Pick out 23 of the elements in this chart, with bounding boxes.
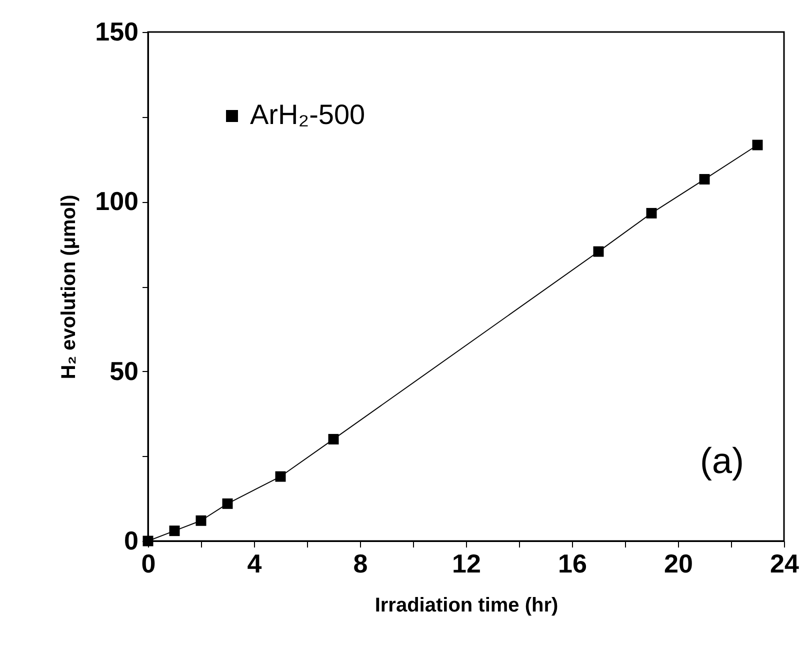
y-tick-label: 50	[110, 356, 138, 386]
point	[169, 526, 180, 536]
annotation: (a)	[700, 440, 744, 481]
x-tick-label: 12	[452, 548, 481, 578]
x-tick-label: 4	[247, 548, 262, 578]
point	[222, 498, 233, 509]
point	[646, 208, 657, 218]
y-tick-label: 150	[95, 16, 138, 46]
point	[699, 174, 710, 185]
x-tick-label: 8	[353, 548, 368, 578]
x-tick-label: 24	[770, 548, 800, 578]
y-tick-label: 100	[95, 186, 138, 216]
y-axis-title: H₂ evolution (μmol)	[58, 194, 80, 380]
x-axis-title: Irradiation time (hr)	[374, 594, 558, 616]
point	[196, 515, 206, 526]
x-tick-label: 16	[558, 548, 587, 578]
point	[593, 246, 604, 257]
x-tick-label: 20	[664, 548, 693, 578]
point	[328, 434, 339, 444]
point	[752, 140, 763, 150]
y-tick-label: 0	[124, 526, 138, 556]
point	[275, 471, 286, 482]
legend-label: ArH₂-500	[250, 99, 366, 130]
